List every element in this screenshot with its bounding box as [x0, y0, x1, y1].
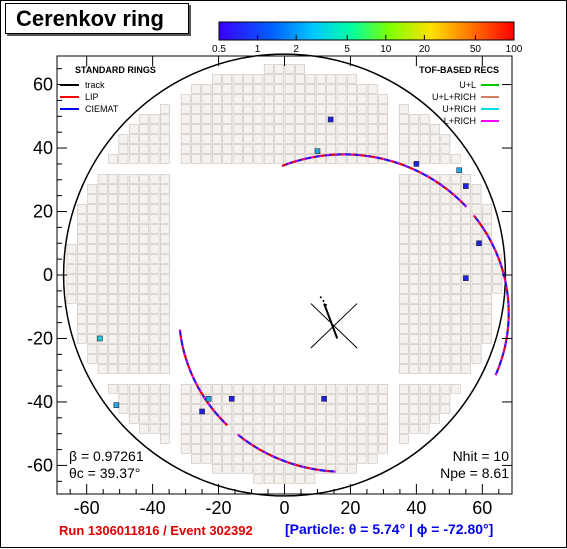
legend-tof-recs-title: TOF-BASED RECS — [419, 65, 499, 75]
hit-0 — [327, 116, 334, 123]
theta-c-annotation: θc = 39.37° — [69, 465, 140, 481]
colorbar-tick-label-5: 20 — [419, 44, 431, 55]
hit-12 — [321, 395, 327, 402]
y-tick-label-6: 60 — [33, 75, 53, 95]
hit-2 — [413, 161, 420, 167]
track-dot-0 — [319, 296, 322, 299]
x-tick-label-1: -40 — [140, 498, 166, 518]
hit-9 — [205, 395, 212, 402]
hit-3 — [456, 167, 463, 174]
legend-tof-recs-label-2: U+RICH — [442, 104, 476, 114]
ring-arc-lrich-3 — [237, 434, 336, 473]
x-tick-label-3: 0 — [279, 498, 289, 518]
legend-tof-recs-label-3: L+RICH — [444, 116, 476, 126]
x-tick-label-6: 60 — [472, 498, 492, 518]
colorbar — [218, 21, 515, 41]
legend-tof-recs-label-1: U+L+RICH — [432, 92, 476, 102]
particle-label: [Particle: θ = 5.74° | ϕ = -72.80°] — [285, 521, 494, 537]
colorbar-tick-label-4: 10 — [380, 44, 392, 55]
y-tick-label-0: -60 — [27, 455, 53, 475]
y-tick-label-4: 20 — [33, 202, 53, 222]
legend-standard-rings-label-1: LIP — [85, 92, 99, 102]
hit-11 — [228, 395, 235, 402]
hit-5 — [476, 240, 482, 247]
detector-pixel-grid — [66, 64, 503, 484]
legend-standard-rings-title: STANDARD RINGS — [75, 65, 156, 75]
colorbar-tick-label-1: 1 — [255, 44, 261, 55]
track-dot-2 — [325, 303, 328, 306]
y-tick-label-3: 0 — [43, 265, 53, 285]
x-tick-label-0: -60 — [74, 498, 100, 518]
hit-8 — [113, 402, 120, 408]
ring-arc-ciemat-1 — [472, 214, 510, 376]
colorbar-tick-label-6: 50 — [470, 44, 482, 55]
legend-tof-recs-label-0: U+L — [459, 80, 476, 90]
colorbar-tick-label-3: 5 — [344, 44, 350, 55]
hit-7 — [97, 335, 103, 342]
track-line — [323, 303, 339, 339]
x-tick-label-2: -20 — [206, 498, 232, 518]
x-tick-label-4: 20 — [340, 498, 360, 518]
colorbar-tick-label-7: 100 — [506, 44, 523, 55]
y-tick-label-2: -20 — [27, 328, 53, 348]
hit-6 — [463, 275, 469, 281]
x-tick-label-5: 40 — [406, 498, 426, 518]
hit-1 — [314, 148, 321, 155]
legend-standard-rings-label-0: track — [85, 80, 105, 90]
legend-standard-rings-label-2: CIEMAT — [85, 104, 119, 114]
y-tick-label-5: 40 — [33, 138, 53, 158]
chart-title: Cerenkov ring — [5, 3, 189, 34]
beta-annotation: β = 0.97261 — [69, 448, 144, 464]
impact-cross-b — [310, 303, 358, 349]
track-dot-1 — [322, 300, 325, 303]
run-event-label: Run 1306011816 / Event 302392 — [59, 523, 253, 538]
colorbar-tick-label-0: 0.5 — [212, 44, 226, 55]
hit-4 — [463, 183, 469, 189]
npe-annotation: Npe = 8.61 — [440, 465, 509, 481]
hit-10 — [199, 408, 205, 415]
ring-arc-ciemat-2 — [178, 329, 228, 427]
y-tick-label-1: -40 — [27, 392, 53, 412]
nhit-annotation: Nhit = 10 — [453, 448, 510, 464]
ring-arc-ciemat-3 — [237, 433, 336, 473]
ring-arc-lrich-0 — [281, 153, 467, 208]
colorbar-tick-label-2: 2 — [293, 44, 299, 55]
